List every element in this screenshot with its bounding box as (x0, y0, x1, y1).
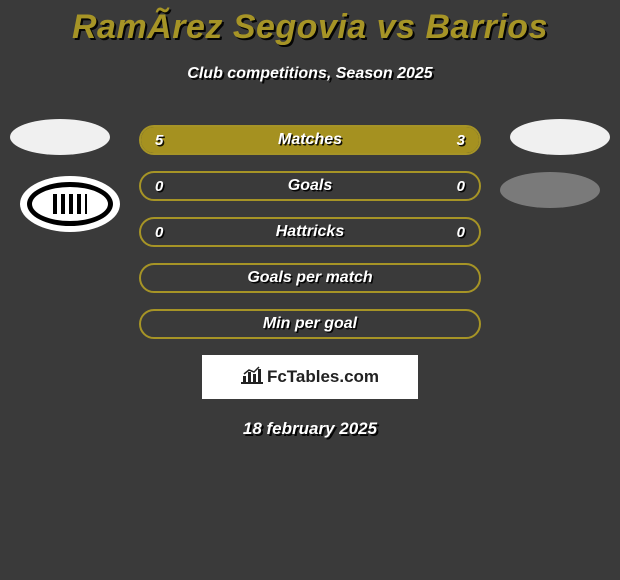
stat-value-right: 3 (457, 132, 465, 149)
date: 18 february 2025 (0, 419, 620, 439)
vs-text: vs (367, 8, 426, 46)
player2-club-icon (500, 172, 600, 208)
page-title: RamÃ­rez Segovia vs Barrios (0, 0, 620, 47)
stat-value-right: 0 (457, 178, 465, 195)
club-ring (27, 182, 113, 226)
player1-name: RamÃ­rez Segovia (72, 8, 367, 46)
stat-label: Min per goal (141, 315, 479, 333)
stat-row: 5Matches3 (139, 125, 481, 155)
logo-text: FcTables.com (267, 367, 379, 387)
stat-label: Goals per match (141, 269, 479, 287)
player2-flag-icon (510, 119, 610, 155)
stat-label: Matches (141, 131, 479, 149)
stat-label: Hattricks (141, 223, 479, 241)
logo-box: FcTables.com (202, 355, 418, 399)
stat-row: Goals per match (139, 263, 481, 293)
stat-row: 0Hattricks0 (139, 217, 481, 247)
stat-label: Goals (141, 177, 479, 195)
stats-container: 5Matches30Goals00Hattricks0Goals per mat… (0, 125, 620, 339)
player1-club-icon (20, 176, 120, 232)
subtitle: Club competitions, Season 2025 (0, 65, 620, 83)
player1-flag-icon (10, 119, 110, 155)
club-stripes (53, 194, 87, 214)
stat-row: 0Goals0 (139, 171, 481, 201)
logo: FcTables.com (241, 366, 379, 389)
chart-icon (241, 366, 263, 389)
player2-name: Barrios (425, 8, 548, 46)
stat-value-right: 0 (457, 224, 465, 241)
stat-row: Min per goal (139, 309, 481, 339)
